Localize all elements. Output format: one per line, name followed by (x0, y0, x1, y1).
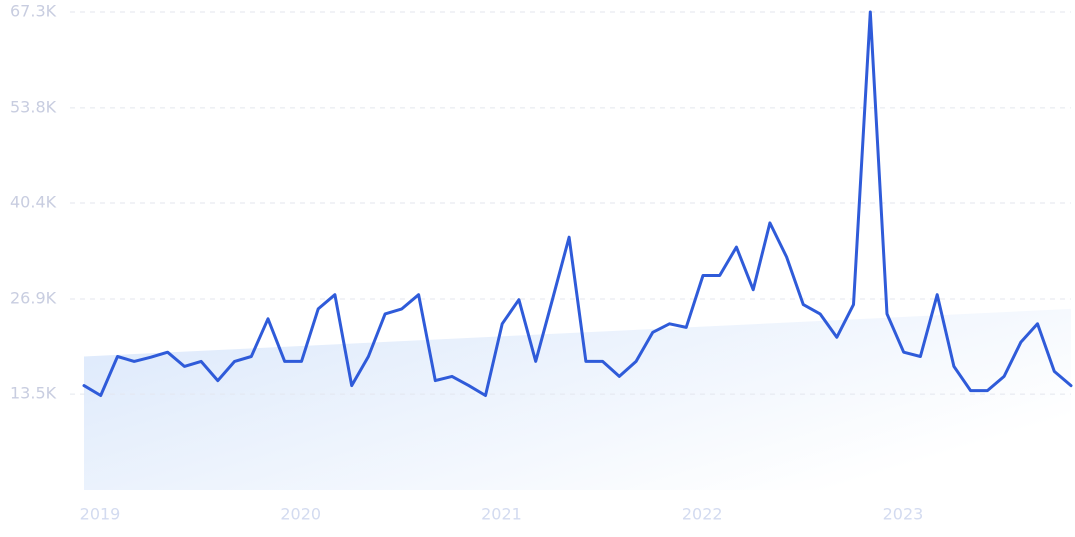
y-tick-label: 40.4K (10, 193, 57, 212)
trend-area (84, 308, 1071, 490)
y-tick-label: 53.8K (10, 97, 57, 116)
x-tick-label: 2022 (682, 505, 723, 524)
y-tick-label: 67.3K (10, 2, 57, 21)
y-tick-label: 13.5K (10, 384, 57, 403)
x-tick-label: 2023 (883, 505, 924, 524)
line (82, 10, 1073, 397)
x-tick-label: 2021 (481, 505, 522, 524)
x-tick-label: 2019 (80, 505, 121, 524)
x-tick-label: 2020 (280, 505, 321, 524)
y-tick-label: 26.9K (10, 288, 57, 307)
